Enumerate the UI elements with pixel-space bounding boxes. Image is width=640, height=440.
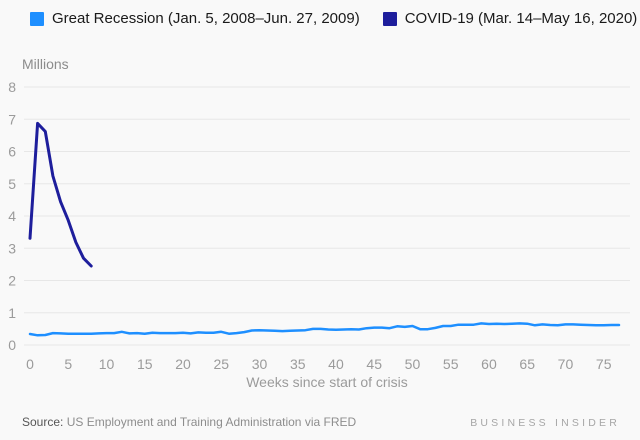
x-tick-label: 0 — [26, 356, 34, 372]
x-tick-label: 60 — [481, 356, 497, 372]
x-tick-label: 40 — [328, 356, 344, 372]
x-tick-label: 55 — [443, 356, 459, 372]
source-label: Source: — [22, 415, 64, 429]
y-tick-label: 0 — [8, 337, 16, 353]
y-tick-label: 5 — [8, 176, 16, 192]
x-tick-label: 70 — [558, 356, 574, 372]
legend-item-covid-19: COVID-19 (Mar. 14–May 16, 2020) — [382, 10, 638, 27]
x-axis-title: Weeks since start of crisis — [246, 374, 408, 390]
x-tick-label: 15 — [137, 356, 153, 372]
source-text: US Employment and Training Administratio… — [66, 415, 357, 429]
chart-legend: Great Recession (Jan. 5, 2008–Jun. 27, 2… — [30, 10, 637, 27]
business-insider-logo: BUSINESS INSIDER — [470, 417, 620, 429]
legend-swatch-covid-19-icon — [382, 11, 397, 26]
x-tick-label: 25 — [213, 356, 229, 372]
x-tick-label: 5 — [64, 356, 72, 372]
y-tick-label: 3 — [8, 240, 16, 256]
legend-item-great-recession: Great Recession (Jan. 5, 2008–Jun. 27, 2… — [30, 10, 360, 27]
x-tick-label: 50 — [405, 356, 421, 372]
y-tick-label: 2 — [8, 273, 16, 289]
x-tick-label: 45 — [366, 356, 382, 372]
legend-label-covid-19: COVID-19 (Mar. 14–May 16, 2020) — [404, 10, 638, 27]
y-axis-units-label: Millions — [22, 56, 69, 72]
x-tick-label: 20 — [175, 356, 191, 372]
series-line-great-recession — [28, 322, 621, 337]
y-tick-label: 8 — [8, 79, 16, 95]
legend-label-great-recession: Great Recession (Jan. 5, 2008–Jun. 27, 2… — [52, 10, 360, 27]
legend-swatch-great-recession-icon — [30, 11, 44, 26]
x-tick-label: 30 — [252, 356, 268, 372]
x-tick-label: 75 — [596, 356, 612, 372]
y-tick-label: 1 — [8, 305, 16, 321]
x-tick-label: 65 — [519, 356, 535, 372]
y-tick-label: 4 — [8, 208, 16, 224]
y-tick-label: 7 — [8, 111, 16, 127]
x-tick-label: 35 — [290, 356, 306, 372]
source-attribution: Source: US Employment and Training Admin… — [22, 415, 356, 429]
chart-footer: Source: US Employment and Training Admin… — [22, 415, 620, 429]
y-tick-label: 6 — [8, 144, 16, 160]
x-tick-label: 10 — [99, 356, 115, 372]
series-line-covid-19 — [28, 121, 93, 268]
